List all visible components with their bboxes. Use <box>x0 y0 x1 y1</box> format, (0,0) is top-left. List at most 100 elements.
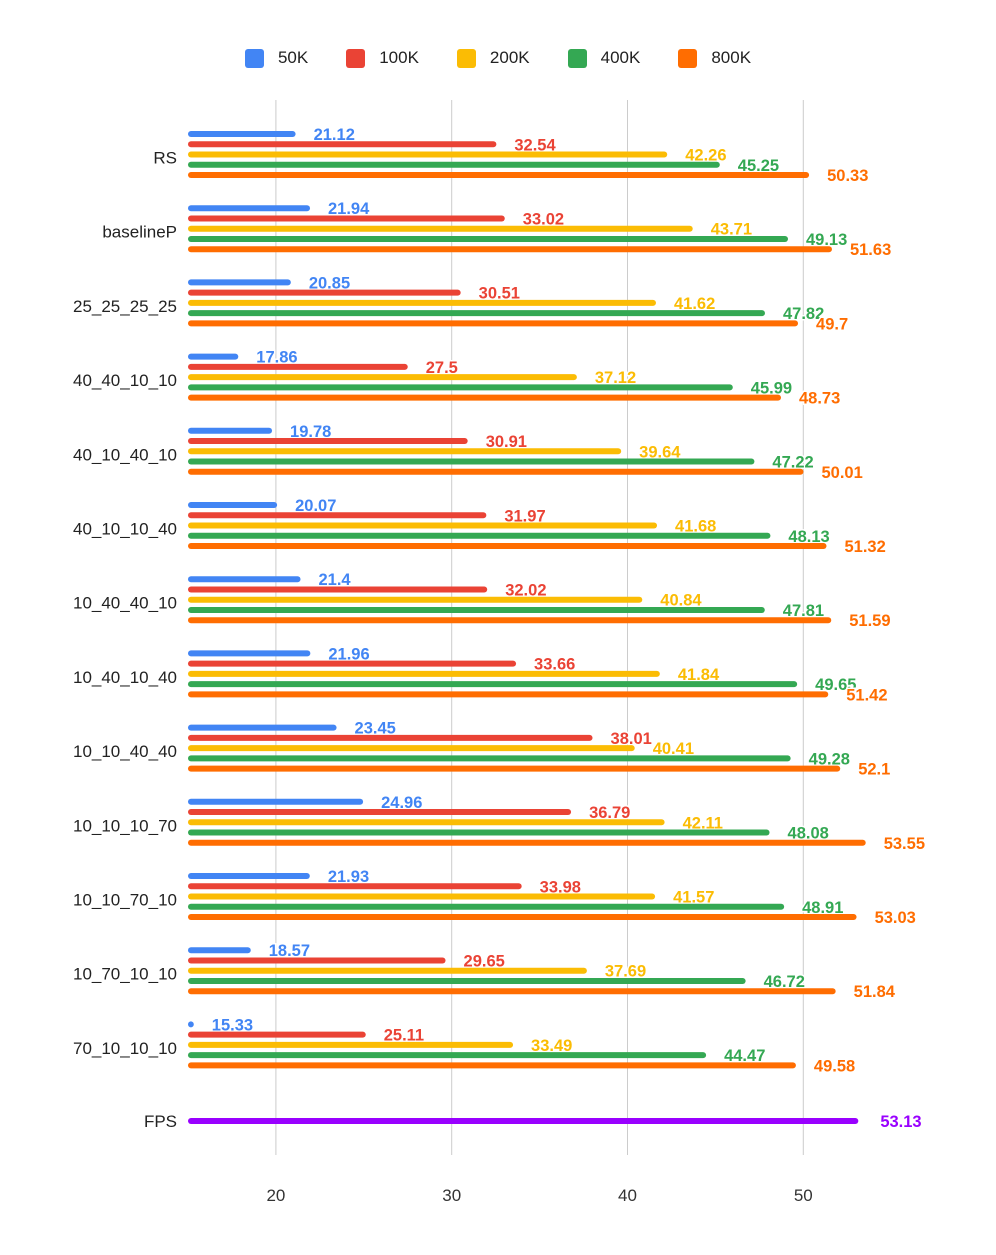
data-label: 41.57 <box>673 889 714 907</box>
bar <box>188 755 791 762</box>
data-label: 31.97 <box>504 507 545 525</box>
bar <box>188 427 273 434</box>
legend-item[interactable]: 50K <box>244 48 309 68</box>
bar <box>188 947 251 954</box>
bar <box>188 310 765 317</box>
bar <box>188 809 572 816</box>
data-label: 30.51 <box>479 285 520 303</box>
data-label: 19.78 <box>290 423 331 441</box>
data-label: 37.69 <box>605 963 646 981</box>
data-label: 44.47 <box>724 1047 765 1065</box>
category-label: 10_10_40_40 <box>73 742 177 761</box>
data-label: 40.41 <box>653 740 694 758</box>
data-label: 53.03 <box>875 909 916 927</box>
bar <box>188 586 488 593</box>
data-label: 21.4 <box>319 571 352 589</box>
data-label: 32.54 <box>514 136 556 154</box>
legend-item[interactable]: 400K <box>567 48 641 68</box>
category-label: 10_40_10_40 <box>73 668 177 687</box>
legend-swatch <box>346 48 366 68</box>
data-label: 42.11 <box>683 814 723 832</box>
data-label: 47.82 <box>783 305 824 323</box>
data-label: 25.11 <box>384 1027 424 1045</box>
category-label: FPS <box>144 1112 177 1131</box>
bar <box>188 903 785 910</box>
bar <box>188 1062 796 1069</box>
legend-swatch <box>456 48 476 68</box>
data-label: 53.13 <box>880 1113 921 1131</box>
data-label: 40.84 <box>660 592 702 610</box>
data-label: 53.55 <box>884 835 925 853</box>
data-label: 33.02 <box>523 210 564 228</box>
bar <box>188 502 278 508</box>
data-label: 39.64 <box>639 443 681 461</box>
bar <box>188 320 799 327</box>
data-label: 18.57 <box>269 942 310 960</box>
data-label: 33.66 <box>534 656 575 674</box>
bar <box>188 394 781 401</box>
bar <box>188 765 841 772</box>
data-label: 15.33 <box>212 1016 253 1034</box>
bar <box>188 650 311 657</box>
bar <box>188 681 798 688</box>
data-label: 27.5 <box>426 359 458 377</box>
x-tick-label: 30 <box>442 1186 461 1205</box>
bar <box>188 363 408 370</box>
bar <box>188 957 446 964</box>
legend-label: 400K <box>600 48 641 67</box>
bar <box>188 745 635 752</box>
legend-label: 800K <box>711 48 752 67</box>
data-label: 21.96 <box>328 645 369 663</box>
data-label: 49.28 <box>809 750 850 768</box>
legend-swatch <box>244 48 264 68</box>
data-label: 37.12 <box>595 369 636 387</box>
data-label: 49.7 <box>816 315 848 333</box>
data-label: 41.68 <box>675 518 716 536</box>
bar <box>188 279 291 286</box>
bar <box>188 914 857 920</box>
bar <box>188 1118 859 1124</box>
legend-item[interactable]: 800K <box>678 48 751 68</box>
bar <box>188 353 239 360</box>
bar <box>188 205 311 212</box>
category-label: 40_10_40_10 <box>73 445 177 464</box>
bar <box>188 458 755 465</box>
data-label: 50.01 <box>821 464 862 482</box>
data-label: 32.02 <box>505 581 546 599</box>
legend-label: 50K <box>277 48 309 67</box>
category-label: 25_25_25_25 <box>73 297 177 316</box>
x-tick-label: 20 <box>266 1186 285 1205</box>
data-label: 51.84 <box>854 983 896 1001</box>
bar <box>188 967 587 974</box>
bar <box>188 977 746 984</box>
legend-item[interactable]: 100K <box>346 48 419 68</box>
data-label: 29.65 <box>464 952 505 970</box>
data-label: 49.65 <box>815 676 856 694</box>
data-label: 48.73 <box>799 390 840 408</box>
bar <box>188 448 622 455</box>
bar <box>188 988 836 995</box>
data-label: 48.08 <box>788 825 829 843</box>
data-label: 52.1 <box>858 761 890 779</box>
bar <box>188 691 829 698</box>
bar <box>188 883 522 890</box>
legend: 50K 100K 200K 400K 800K <box>0 48 996 68</box>
data-label: 49.13 <box>806 231 847 249</box>
data-label: 36.79 <box>589 804 630 822</box>
data-label: 48.13 <box>788 528 829 546</box>
bar <box>188 829 770 836</box>
data-label: 33.98 <box>540 878 581 896</box>
bar <box>188 374 577 381</box>
data-label: 51.32 <box>845 538 886 556</box>
bar <box>188 734 593 741</box>
category-label: 40_10_10_40 <box>73 520 177 539</box>
data-label: 45.25 <box>738 157 779 175</box>
bar <box>188 543 827 549</box>
category-label: 70_10_10_10 <box>73 1039 177 1058</box>
data-label: 46.72 <box>764 973 805 991</box>
legend-item[interactable]: 200K <box>456 48 530 68</box>
bar <box>188 1031 366 1038</box>
bar <box>188 839 866 846</box>
data-label: 45.99 <box>751 379 792 397</box>
